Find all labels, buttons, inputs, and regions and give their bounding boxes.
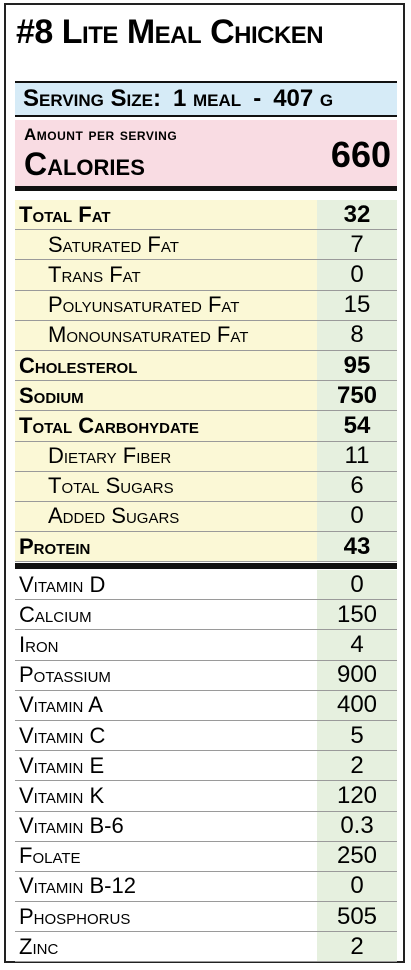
nutrient-value: 5 xyxy=(317,720,397,751)
nutrient-row: Vitamin A 400 xyxy=(15,690,397,721)
nutrient-label: Total Sugars xyxy=(15,471,317,501)
nutrient-value: 2 xyxy=(317,751,397,781)
nutrient-label: Trans Fat xyxy=(15,260,317,290)
nutrient-label: Cholesterol xyxy=(15,350,317,381)
calories-panel: Amount per serving Calories 660 xyxy=(15,120,397,191)
nutrient-row: Sodium 750 xyxy=(15,381,397,412)
nutrient-row: Total Carbohydate 54 xyxy=(15,411,397,442)
nutrient-row: Phosphorus 505 xyxy=(15,902,397,933)
vitamin-mineral-table: Vitamin D 0 Calcium 150 Iron 4 Potassium 900 Vit… xyxy=(15,570,397,963)
nutrient-value: 6 xyxy=(317,471,397,501)
nutrient-value: 0 xyxy=(317,260,397,290)
nutrient-value: 43 xyxy=(317,532,397,562)
nutrient-label: Vitamin D xyxy=(15,570,317,600)
nutrient-value: 400 xyxy=(317,690,397,720)
section-divider xyxy=(15,563,397,569)
nutrient-value: 900 xyxy=(317,660,397,690)
nutrient-value: 4 xyxy=(317,630,397,660)
nutrient-label: Zinc xyxy=(15,932,317,962)
nutrient-value: 32 xyxy=(317,200,397,230)
nutrient-label: Added Sugars xyxy=(15,501,317,532)
nutrient-label: Vitamin C xyxy=(15,720,317,751)
nutrient-label: Vitamin B-6 xyxy=(15,811,317,841)
nutrient-table: Total Fat 32 Saturated Fat 7 Trans Fat 0 Polyu… xyxy=(15,200,397,563)
nutrient-row: Dietary Fiber 11 xyxy=(15,441,397,472)
nutrient-row: Total Sugars 6 xyxy=(15,471,397,502)
serving-amount: 1 meal xyxy=(173,85,242,112)
nutrient-value: 8 xyxy=(317,320,397,350)
nutrient-label: Total Fat xyxy=(15,200,317,230)
nutrient-row: Folate 250 xyxy=(15,841,397,872)
nutrient-label: Dietary Fiber xyxy=(15,441,317,471)
nutrient-label: Phosphorus xyxy=(15,902,317,932)
nutrient-label: Vitamin A xyxy=(15,690,317,720)
nutrient-value: 15 xyxy=(317,290,397,320)
amount-per-serving-label: Amount per serving xyxy=(24,125,178,144)
product-title: #8 Lite Meal Chicken xyxy=(16,13,324,51)
nutrient-label: Polyunsaturated Fat xyxy=(15,290,317,320)
nutrient-row: Potassium 900 xyxy=(15,660,397,691)
nutrient-row: Protein 43 xyxy=(15,532,397,563)
nutrient-value: 250 xyxy=(317,841,397,871)
nutrient-row: Trans Fat 0 xyxy=(15,260,397,291)
nutrient-value: 7 xyxy=(317,230,397,260)
nutrient-row: Vitamin K 120 xyxy=(15,781,397,812)
nutrient-label: Monounsaturated Fat xyxy=(15,320,317,350)
nutrient-value: 95 xyxy=(317,350,397,381)
nutrient-value: 2 xyxy=(317,932,397,962)
serving-dash: - xyxy=(253,85,262,112)
nutrient-label: Vitamin B-12 xyxy=(15,871,317,902)
nutrient-value: 0 xyxy=(317,871,397,902)
nutrient-value: 0.3 xyxy=(317,811,397,841)
nutrition-label-card: #8 Lite Meal Chicken Serving Size: 1 mea… xyxy=(4,3,405,963)
nutrient-label: Vitamin K xyxy=(15,781,317,811)
nutrient-row: Cholesterol 95 xyxy=(15,350,397,382)
calories-value: 660 xyxy=(330,134,391,175)
serving-grams: 407 g xyxy=(273,85,334,112)
calories-label: Calories xyxy=(24,146,145,182)
nutrient-label: Saturated Fat xyxy=(15,230,317,260)
nutrient-label: Folate xyxy=(15,841,317,871)
nutrient-value: 150 xyxy=(317,600,397,630)
nutrient-row: Vitamin B-12 0 xyxy=(15,871,397,903)
nutrient-label: Sodium xyxy=(15,381,317,411)
nutrient-row: Added Sugars 0 xyxy=(15,501,397,533)
nutrient-value: 750 xyxy=(317,381,397,411)
nutrient-label: Total Carbohydate xyxy=(15,411,317,441)
nutrient-row: Monounsaturated Fat 8 xyxy=(15,320,397,351)
nutrient-value: 0 xyxy=(317,570,397,600)
nutrient-row: Polyunsaturated Fat 15 xyxy=(15,290,397,321)
nutrient-row: Iron 4 xyxy=(15,630,397,661)
nutrient-value: 505 xyxy=(317,902,397,932)
serving-size-bar: Serving Size: 1 meal - 407 g xyxy=(15,81,397,117)
nutrient-value: 54 xyxy=(317,411,397,441)
nutrient-row: Vitamin B-6 0.3 xyxy=(15,811,397,842)
nutrient-label: Potassium xyxy=(15,660,317,690)
nutrient-value: 0 xyxy=(317,501,397,532)
nutrient-row: Total Fat 32 xyxy=(15,200,397,231)
nutrient-value: 120 xyxy=(317,781,397,811)
serving-size-label: Serving Size: xyxy=(23,85,161,112)
nutrient-label: Protein xyxy=(15,532,317,562)
nutrient-label: Iron xyxy=(15,630,317,660)
nutrient-row: Calcium 150 xyxy=(15,600,397,631)
nutrient-label: Vitamin E xyxy=(15,751,317,781)
nutrient-row: Zinc 2 xyxy=(15,932,397,963)
nutrient-value: 11 xyxy=(317,441,397,471)
nutrient-row: Saturated Fat 7 xyxy=(15,230,397,261)
nutrient-label: Calcium xyxy=(15,600,317,630)
